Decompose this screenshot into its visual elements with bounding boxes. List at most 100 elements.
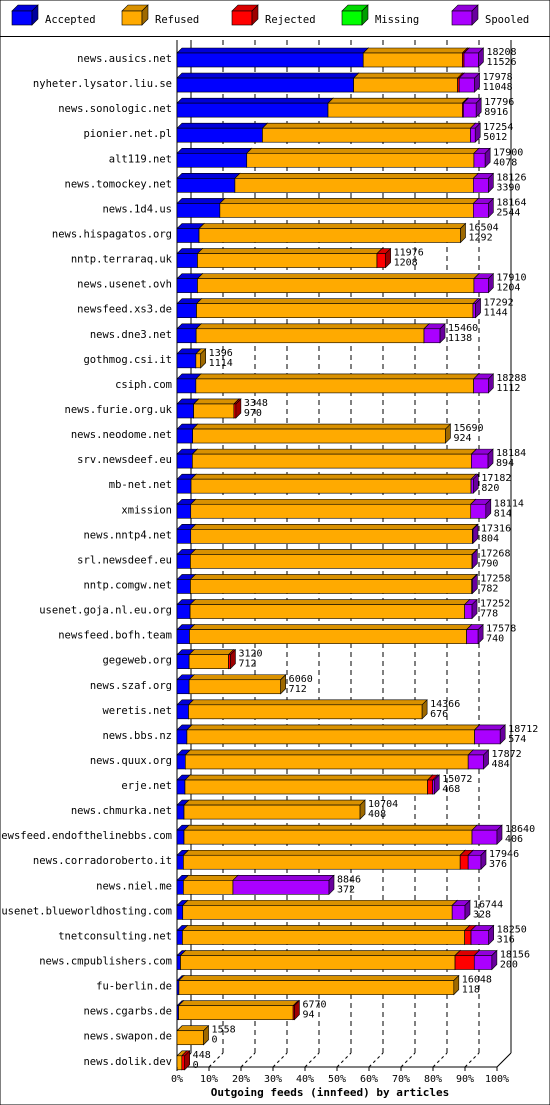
bar-row: [176, 799, 366, 820]
bar-segment-rejected: [233, 398, 242, 419]
offered-value-label: 17900: [493, 147, 523, 158]
accepted-value-label: 11048: [483, 82, 513, 93]
offered-value-label: 3120: [238, 649, 262, 660]
accepted-value-label: 118: [462, 985, 480, 996]
bar-segment-refused: [181, 924, 471, 946]
accepted-value-label: 574: [508, 734, 526, 745]
accepted-value-label: 8916: [484, 107, 508, 118]
site-label: nntp.comgw.net: [83, 579, 172, 591]
offered-value-label: 6060: [289, 674, 313, 685]
bar-row: [176, 473, 480, 494]
offered-value-label: 6770: [302, 1000, 326, 1011]
bar-segment-spooled: [470, 573, 479, 595]
bar-row: [176, 122, 481, 143]
site-label: mb-net.net: [109, 479, 172, 491]
bar-segment-refused: [184, 749, 474, 770]
site-label: usenet.blueworldhosting.com: [1, 905, 172, 917]
offered-value-label: 15072: [442, 774, 472, 785]
offered-value-label: 10704: [368, 799, 398, 810]
offered-value-label: 18184: [496, 448, 526, 459]
site-label: nntp.terraraq.uk: [71, 254, 173, 266]
offered-value-label: 17268: [480, 548, 510, 559]
offered-value-label: 17182: [481, 473, 511, 484]
bar-row: [176, 272, 495, 294]
x-tick-label: 20%: [232, 1074, 250, 1085]
site-label: srv.newsdeef.eu: [77, 454, 172, 466]
offered-value-label: 17910: [496, 273, 526, 284]
accepted-value-label: 1292: [469, 232, 493, 243]
site-label: news.ausics.net: [77, 53, 172, 65]
offered-value-label: 18114: [494, 498, 524, 509]
bar-segment-refused: [190, 473, 477, 494]
bar-row: [176, 1025, 210, 1046]
offered-value-label: 15690: [453, 423, 483, 434]
bar-segment-spooled: [465, 623, 484, 645]
floor-right-edge: [496, 1052, 512, 1068]
bar-segment-refused: [352, 72, 464, 93]
site-label: pionier.net.pl: [83, 128, 172, 140]
offered-value-label: 448: [193, 1050, 211, 1061]
bar-segment-spooled: [471, 824, 503, 845]
offered-value-label: 14366: [430, 699, 460, 710]
bar-segment-refused: [327, 97, 469, 118]
offered-value-label: 16048: [462, 975, 492, 986]
bar-segment-refused: [234, 172, 480, 194]
bar-segment-accepted: [176, 197, 226, 219]
bar-row: [176, 197, 495, 219]
site-label: news.chmurka.net: [71, 805, 172, 817]
site-label: news.bbs.nz: [102, 730, 172, 742]
site-label: news.swapon.de: [83, 1031, 172, 1043]
site-label: newsfeed.xs3.de: [77, 304, 172, 316]
accepted-value-label: 778: [480, 609, 498, 620]
bar-row: [176, 1050, 191, 1071]
legend-label-spooled: Spooled: [485, 14, 529, 26]
bar-row: [176, 72, 481, 93]
offered-value-label: 18288: [496, 373, 526, 384]
offered-value-label: 18156: [500, 950, 530, 961]
offered-value-label: 16744: [473, 899, 503, 910]
bar-segment-spooled: [463, 47, 485, 68]
accepted-value-label: 0: [193, 1060, 199, 1071]
bar-segment-rejected: [227, 648, 237, 670]
bar-segment-spooled: [473, 147, 491, 169]
site-label: news.neodome.net: [71, 429, 172, 441]
accepted-value-label: 712: [238, 659, 256, 670]
accepted-value-label: 372: [337, 884, 355, 895]
accepted-value-label: 94: [302, 1010, 314, 1021]
bar-row: [176, 623, 484, 645]
legend: Accepted Refused Rejected Missing Spooled: [11, 4, 529, 26]
site-label: news.furie.org.uk: [65, 404, 173, 416]
x-tick-label: 90%: [456, 1074, 474, 1085]
legend-label-accepted: Accepted: [45, 14, 96, 26]
x-tick-label: 60%: [360, 1074, 378, 1085]
bar-row: [176, 423, 452, 444]
site-label: tnetconsulting.net: [58, 930, 172, 942]
bar-row: [176, 774, 441, 795]
x-tick-label: 40%: [296, 1074, 314, 1085]
accepted-value-label: 1138: [448, 333, 472, 344]
site-label: news.quux.org: [90, 755, 172, 767]
x-tick-label: 100%: [485, 1074, 509, 1085]
bar-segment-refused: [196, 272, 480, 294]
offered-value-label: 1558: [212, 1025, 236, 1036]
bar-row: [176, 949, 498, 971]
bar-segment-refused: [188, 674, 287, 695]
offered-value-label: 17316: [481, 523, 511, 534]
site-label: nyheter.lysator.liu.se: [33, 78, 172, 90]
bar-segment-refused: [182, 874, 239, 896]
bar-segment-spooled: [451, 899, 471, 921]
bar-row: [176, 824, 503, 845]
bar-segment-refused: [182, 899, 458, 921]
accepted-value-label: 5012: [483, 132, 507, 143]
offered-value-label: 17872: [492, 749, 522, 760]
bar-row: [176, 573, 479, 595]
bar-segment-spooled: [232, 874, 335, 896]
accepted-value-label: 782: [480, 583, 498, 594]
bar-row: [176, 247, 392, 269]
bar-segment-refused: [176, 1025, 210, 1046]
accepted-value-label: 814: [494, 508, 512, 519]
bar-segment-rejected: [376, 247, 392, 269]
bar-segment-spooled: [470, 473, 480, 494]
bar-segment-spooled: [467, 849, 487, 870]
